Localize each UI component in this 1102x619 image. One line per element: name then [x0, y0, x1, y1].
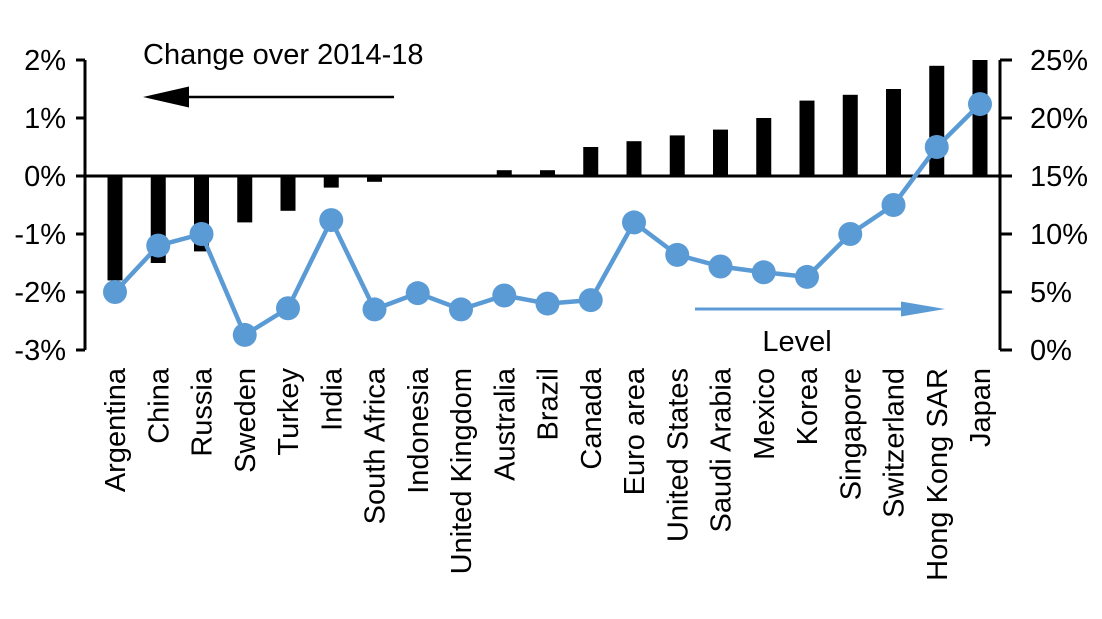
bar-India — [323, 176, 339, 188]
bar-Argentina — [107, 176, 123, 281]
level-marker-Mexico — [751, 260, 776, 285]
category-label-China: China — [143, 367, 175, 444]
level-marker-Indonesia — [405, 281, 430, 306]
bar-Switzerland — [886, 89, 901, 176]
level-marker-United Kingdom — [449, 297, 473, 322]
left-axis-tick-label: 2% — [24, 45, 66, 77]
level-marker-Switzerland — [881, 193, 906, 217]
bar-Sweden — [237, 176, 253, 223]
level-marker-Saudi Arabia — [708, 254, 733, 279]
line-series-level — [103, 92, 992, 347]
left-arrow-icon — [143, 86, 394, 108]
category-label-Australia: Australia — [489, 367, 521, 481]
category-label-United States: United States — [662, 368, 694, 542]
right-arrow-icon — [695, 301, 945, 317]
level-marker-China — [146, 233, 171, 258]
bar-Hong Kong SAR — [929, 65, 945, 176]
level-marker-Sweden — [232, 322, 257, 347]
category-label-Argentina: Argentina — [100, 367, 132, 492]
level-marker-Russia — [189, 222, 214, 246]
category-label-Japan: Japan — [965, 368, 997, 447]
level-marker-Euro area — [622, 210, 646, 235]
category-label-Euro area: Euro area — [619, 367, 651, 495]
bar-Brazil — [540, 170, 555, 176]
level-marker-Hong Kong SAR — [924, 135, 949, 159]
bar-Australia — [496, 170, 512, 176]
right-axis-tick-label: 25% — [1030, 45, 1088, 77]
bar-Korea — [799, 100, 815, 176]
category-label-South Africa: South Africa — [360, 367, 392, 524]
level-marker-Brazil — [535, 291, 560, 316]
level-marker-United States — [665, 242, 690, 267]
right-axis-tick-label: 0% — [1030, 335, 1072, 367]
right-axis-tick-label: 20% — [1030, 103, 1088, 135]
level-marker-Korea — [795, 264, 819, 289]
bar-Canada — [583, 147, 599, 176]
level-marker-Canada — [578, 288, 603, 313]
left-axis-tick-label: 0% — [24, 161, 66, 193]
category-label-Canada: Canada — [576, 367, 608, 469]
right-axis-tick-label: 10% — [1030, 219, 1088, 251]
axes: 2% 1% 0% -1% -2% -3% 25% 20% 15% 10% 5% 0% — [14, 45, 1088, 367]
category-label-Switzerland: Switzerland — [879, 368, 911, 518]
level-marker-Japan — [968, 92, 992, 117]
category-label-India: India — [316, 367, 348, 431]
level-marker-Argentina — [103, 280, 127, 304]
right-axis-tick-label: 15% — [1030, 161, 1088, 193]
bar-series-change — [107, 60, 988, 281]
level-marker-Turkey — [276, 296, 300, 321]
category-label-United Kingdom: United Kingdom — [446, 368, 478, 574]
category-label-Mexico: Mexico — [749, 368, 781, 460]
category-label-Sweden: Sweden — [230, 368, 262, 473]
bar-Japan — [972, 60, 988, 176]
bar-series-title: Change over 2014-18 — [143, 39, 424, 71]
category-axis-labels: Argentina China Russia Sweden Turkey India Sou… — [100, 367, 997, 581]
right-axis-tick-label: 5% — [1030, 277, 1072, 309]
category-label-Indonesia: Indonesia — [403, 367, 435, 494]
category-label-Russia: Russia — [187, 367, 219, 457]
left-axis-tick-label: 1% — [24, 103, 66, 135]
bar-Singapore — [842, 94, 858, 176]
level-marker-South Africa — [362, 297, 387, 322]
category-label-Korea: Korea — [792, 367, 824, 445]
bar-South Africa — [367, 176, 382, 182]
level-marker-Australia — [492, 283, 517, 308]
left-axis-tick-label: -2% — [14, 277, 66, 309]
line-series-title: Level — [762, 326, 831, 358]
level-marker-India — [319, 208, 344, 233]
left-axis-tick-label: -3% — [14, 335, 66, 367]
category-label-Brazil: Brazil — [533, 368, 565, 441]
level-marker-Singapore — [838, 222, 863, 246]
bar-Saudi Arabia — [713, 129, 728, 176]
category-label-Saudi Arabia: Saudi Arabia — [706, 367, 738, 532]
category-label-Singapore: Singapore — [835, 368, 867, 500]
bar-United States — [669, 135, 685, 176]
bar-Turkey — [280, 176, 296, 211]
category-label-Hong Kong SAR: Hong Kong SAR — [922, 368, 954, 581]
bar-Mexico — [756, 118, 772, 176]
bar-Euro area — [626, 141, 642, 176]
category-label-Turkey: Turkey — [273, 368, 305, 456]
left-axis-tick-label: -1% — [14, 219, 66, 251]
